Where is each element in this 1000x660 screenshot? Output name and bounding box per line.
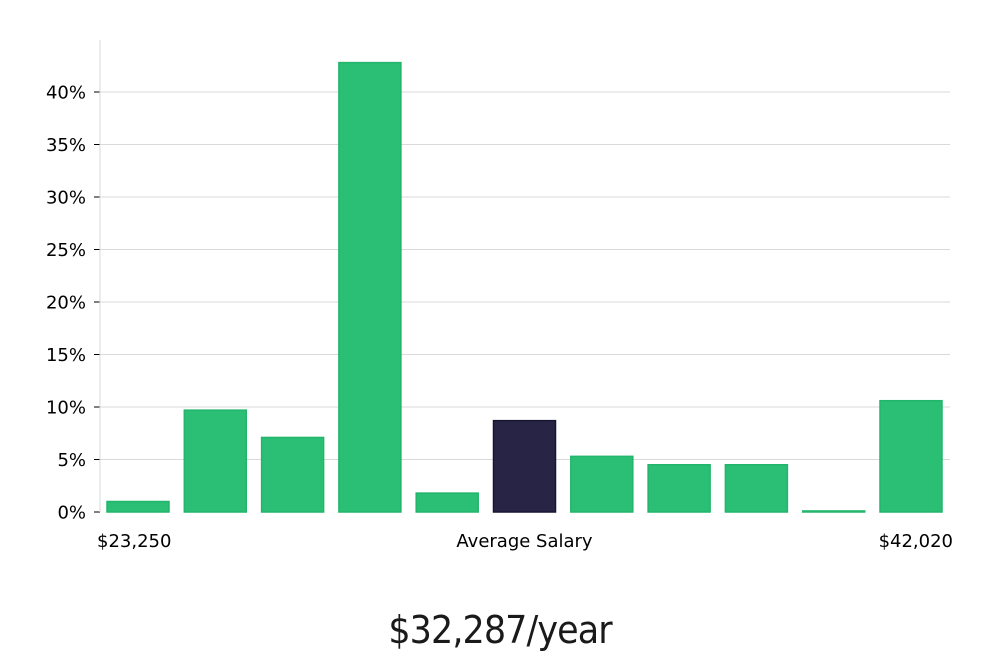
- x-tick-labels: $23,250 Average Salary $42,020: [97, 531, 953, 552]
- y-tick-label: 15%: [46, 345, 86, 366]
- bar: [724, 464, 789, 513]
- bar: [260, 436, 325, 513]
- bar: [879, 399, 943, 513]
- bar: [415, 492, 479, 513]
- bar: [570, 455, 634, 513]
- y-tick-label: 25%: [46, 240, 86, 261]
- y-tick-label: 10%: [46, 398, 86, 419]
- bars: [106, 61, 943, 513]
- bar: [801, 510, 866, 513]
- x-tick-label-max: $42,020: [879, 531, 953, 552]
- y-tick-label: 0%: [57, 503, 86, 524]
- axes: [94, 40, 101, 513]
- y-tick-label: 20%: [46, 293, 86, 314]
- bar: [338, 61, 402, 513]
- grid-lines: [100, 91, 950, 460]
- bar: [106, 500, 170, 513]
- x-tick-label-average: Average Salary: [456, 531, 593, 552]
- bar: [183, 409, 248, 513]
- x-tick-label-min: $23,250: [97, 531, 171, 552]
- y-tick-label: 35%: [46, 135, 86, 156]
- bar-highlighted: [492, 419, 557, 513]
- y-tick-label: 40%: [46, 83, 86, 104]
- salary-distribution-chart: 0% 5% 10% 15% 20% 25% 30% 35% 40% $23,250 Average…: [46, 40, 953, 552]
- y-tick-labels: 0% 5% 10% 15% 20% 25% 30% 35% 40%: [46, 83, 86, 524]
- y-tick-label: 5%: [57, 450, 86, 471]
- average-salary-figure: $32,287/year: [388, 608, 612, 652]
- bar: [647, 464, 711, 513]
- y-tick-label: 30%: [46, 188, 86, 209]
